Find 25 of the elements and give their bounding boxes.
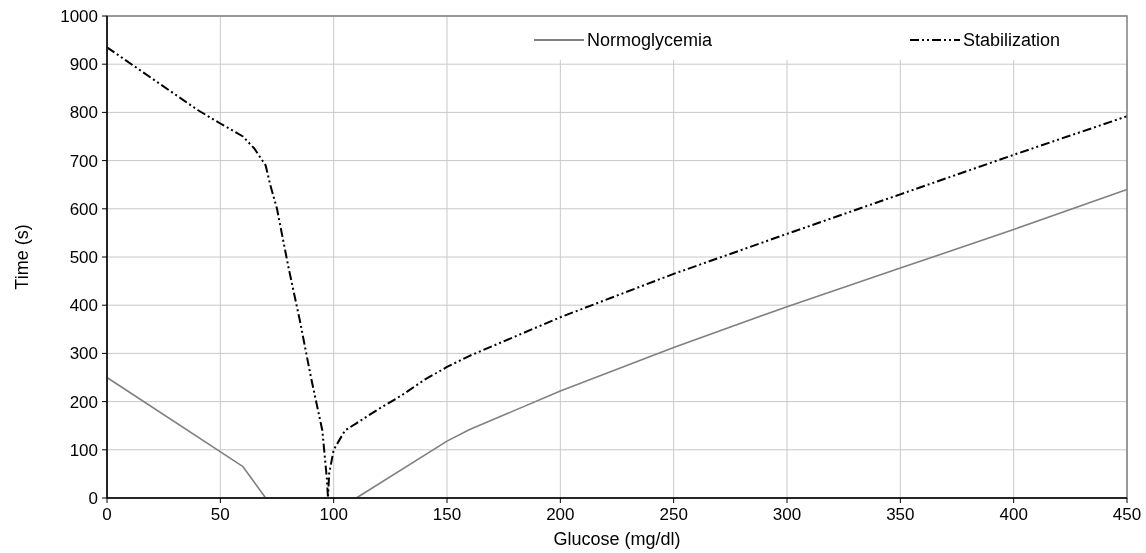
- legend-label: Stabilization: [963, 30, 1061, 51]
- y-tick-label: 1000: [60, 6, 98, 26]
- y-tick-label: 600: [69, 199, 98, 219]
- x-tick-label: 350: [886, 505, 915, 524]
- y-tick-label: 0: [88, 488, 98, 508]
- x-axis-title: Glucose (mg/dl): [553, 529, 681, 549]
- x-tick-label: 450: [1112, 505, 1142, 524]
- y-tick-label: 800: [69, 103, 98, 123]
- y-tick-label: 500: [69, 247, 98, 267]
- x-tick-label: 50: [210, 505, 230, 524]
- x-tick-label: 0: [102, 505, 112, 524]
- x-tick-label: 300: [772, 505, 802, 524]
- y-tick-label: 200: [69, 392, 98, 412]
- x-tick-label: 150: [432, 505, 462, 524]
- x-tick-label: 400: [999, 505, 1028, 524]
- x-tick-label: 250: [659, 505, 688, 524]
- y-axis-title: Time (s): [12, 224, 32, 290]
- y-tick-label: 100: [69, 440, 98, 460]
- x-tick-label: 200: [546, 505, 575, 524]
- y-tick-label: 700: [69, 151, 98, 171]
- y-tick-label: 300: [69, 344, 98, 364]
- x-tick-label: 100: [319, 505, 348, 524]
- y-tick-label: 400: [69, 296, 98, 316]
- legend-label: Normoglycemia: [587, 30, 714, 51]
- y-tick-label: 900: [69, 55, 98, 75]
